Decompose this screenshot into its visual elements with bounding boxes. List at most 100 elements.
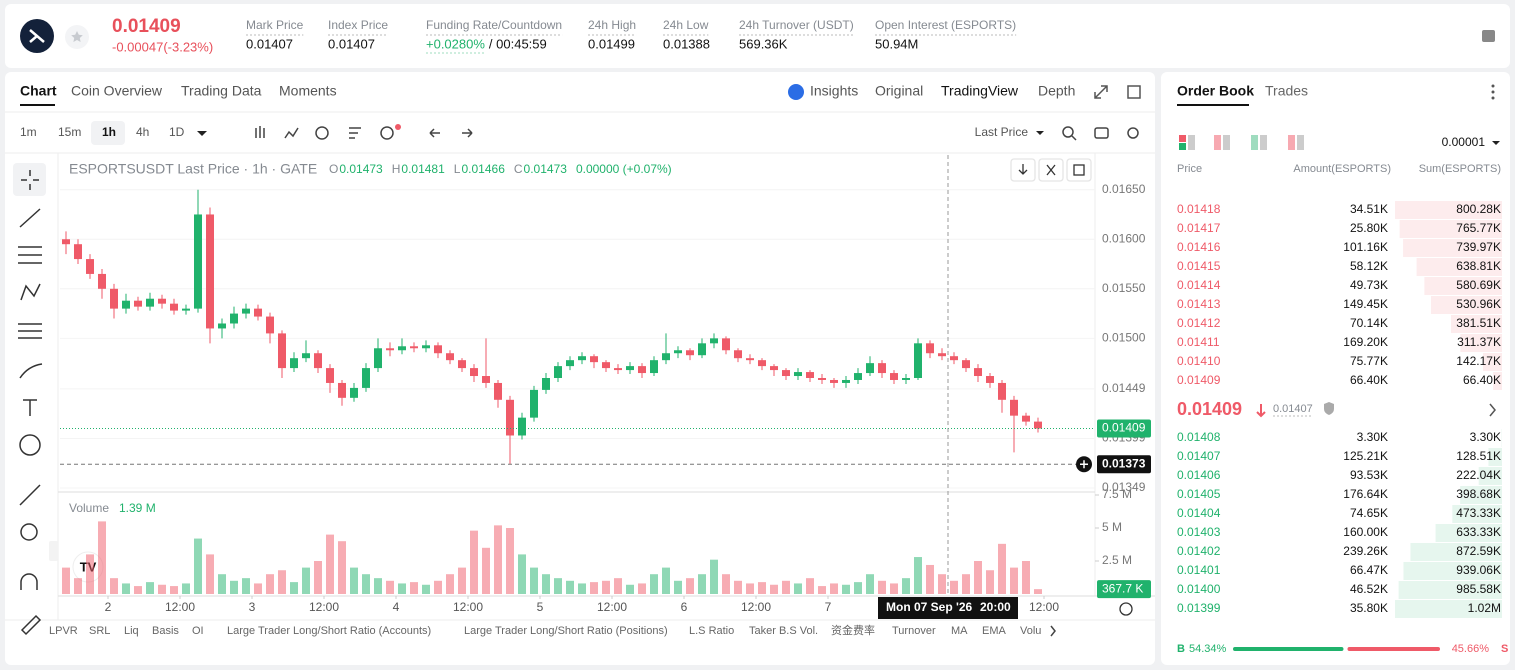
volume-bar	[782, 580, 790, 594]
view-tab[interactable]: Depth	[1038, 83, 1075, 99]
volume-bar	[878, 580, 886, 594]
book-price[interactable]: 0.01405	[1177, 487, 1221, 501]
tab[interactable]: Moments	[279, 83, 337, 99]
indicator[interactable]: OI	[192, 625, 204, 637]
drawing-tools[interactable]	[13, 163, 46, 636]
book-price[interactable]: 0.01409	[1177, 373, 1221, 387]
book-price[interactable]: 0.01411	[1177, 335, 1220, 349]
candle-body	[482, 376, 490, 383]
interval[interactable]: 4h	[136, 125, 149, 139]
volume-bar	[1010, 567, 1018, 594]
book-price[interactable]: 0.01416	[1177, 240, 1221, 254]
book-amount: 66.47K	[1350, 563, 1388, 577]
stat-label[interactable]: Mark Price	[246, 18, 304, 32]
x-tick-label: 7	[825, 600, 832, 614]
book-price[interactable]: 0.01402	[1177, 544, 1221, 558]
window-icon[interactable]	[1127, 85, 1141, 99]
stat-label[interactable]: 24h High	[588, 18, 636, 32]
sell-key: S	[1501, 643, 1508, 655]
candle-body	[914, 343, 922, 379]
indicator[interactable]: Large Trader Long/Short Ratio (Accounts)	[227, 625, 431, 637]
book-price[interactable]: 0.01412	[1177, 316, 1221, 330]
notes-icon[interactable]	[1482, 30, 1495, 42]
ohlc-key: L	[454, 162, 461, 176]
interval[interactable]: 15m	[58, 125, 81, 139]
collapse-handle[interactable]	[49, 541, 58, 561]
pane-buttons[interactable]	[1010, 158, 1092, 182]
indicator[interactable]: L.S Ratio	[689, 625, 734, 637]
tab[interactable]: Chart	[20, 83, 57, 99]
book-amount: 176.64K	[1343, 487, 1388, 501]
scroll-right[interactable]	[1050, 625, 1056, 637]
stat-label[interactable]: Funding Rate/Countdown	[426, 18, 562, 32]
book-tab[interactable]: Trades	[1265, 83, 1308, 99]
precision[interactable]: 0.00001	[1442, 135, 1486, 149]
chart-card	[5, 72, 1155, 665]
book-price[interactable]: 0.01403	[1177, 525, 1221, 539]
book-price[interactable]: 0.01418	[1177, 202, 1221, 216]
book-price[interactable]: 0.01400	[1177, 582, 1221, 596]
indicator[interactable]: Volume	[1020, 625, 1057, 637]
candle-body	[698, 343, 706, 356]
book-price[interactable]: 0.01407	[1177, 449, 1221, 463]
book-price[interactable]: 0.01415	[1177, 259, 1221, 273]
book-price[interactable]: 0.01417	[1177, 221, 1221, 235]
chevron[interactable]	[1489, 403, 1496, 417]
indicator[interactable]: Taker B.S Vol.	[749, 625, 818, 637]
indicator[interactable]: Liq	[124, 625, 139, 637]
precision-caret[interactable]	[1492, 141, 1500, 145]
interval[interactable]: 1h	[102, 125, 116, 139]
book-price[interactable]: 0.01404	[1177, 506, 1221, 520]
book-tab[interactable]: Order Book	[1177, 83, 1254, 99]
indicator[interactable]: Large Trader Long/Short Ratio (Positions…	[464, 625, 668, 637]
indicator[interactable]: MA	[951, 625, 968, 637]
depth-bar	[1424, 277, 1502, 295]
book-sum: 473.33K	[1456, 506, 1501, 520]
depth-bar	[1403, 239, 1502, 257]
book-price[interactable]: 0.01408	[1177, 430, 1221, 444]
candle-body	[1034, 421, 1042, 429]
candle-body	[722, 338, 730, 351]
view-tab[interactable]: Insights	[810, 83, 858, 99]
candle-body	[62, 239, 70, 245]
view-tab[interactable]: Original	[875, 83, 923, 99]
book-last-price: 0.01409	[1177, 399, 1242, 419]
ohlc-key: H	[392, 162, 401, 176]
book-price[interactable]: 0.01414	[1177, 278, 1221, 292]
book-sum: 381.51K	[1456, 316, 1501, 330]
book-sum: 739.97K	[1456, 240, 1501, 254]
tab[interactable]: Coin Overview	[71, 83, 163, 99]
book-price[interactable]: 0.01406	[1177, 468, 1221, 482]
stat-label[interactable]: 24h Turnover (USDT)	[739, 18, 854, 32]
indicator[interactable]: 资金费率	[831, 623, 875, 637]
stat-label[interactable]: 24h Low	[663, 18, 709, 32]
settings-icon[interactable]	[1119, 602, 1133, 616]
interval[interactable]: 1m	[20, 125, 37, 139]
indicator[interactable]: Turnover	[892, 625, 936, 637]
volume-bar	[254, 583, 262, 594]
volume-bar	[350, 567, 358, 594]
book-price[interactable]: 0.01401	[1177, 563, 1221, 577]
indicator[interactable]: SRL	[89, 625, 110, 637]
book-price[interactable]: 0.01410	[1177, 354, 1221, 368]
stat-label[interactable]: Index Price	[328, 18, 388, 32]
ohlc-key: O	[329, 162, 338, 176]
indicator[interactable]: Basis	[152, 625, 179, 637]
more-icon[interactable]	[1491, 84, 1495, 100]
indicator[interactable]: EMA	[982, 625, 1007, 637]
stat-label[interactable]: Open Interest (ESPORTS)	[875, 18, 1016, 32]
book-price[interactable]: 0.01413	[1177, 297, 1221, 311]
price-type[interactable]: Last Price	[975, 125, 1029, 139]
book-sum: 872.59K	[1456, 544, 1501, 558]
book-price[interactable]: 0.01399	[1177, 601, 1221, 615]
tab[interactable]: Trading Data	[181, 83, 262, 99]
book-layout-icons[interactable]	[1179, 135, 1304, 150]
toolbar-icons[interactable]	[197, 126, 1139, 141]
view-tab[interactable]: TradingView	[941, 83, 1019, 99]
interval[interactable]: 1D	[169, 125, 185, 139]
expand-icon[interactable]	[1094, 85, 1108, 99]
indicator[interactable]: LPVR	[49, 625, 78, 637]
crosshair-y-box	[1097, 455, 1151, 474]
candle-body	[818, 378, 826, 380]
sell-ratio: 45.66%	[1452, 643, 1490, 655]
